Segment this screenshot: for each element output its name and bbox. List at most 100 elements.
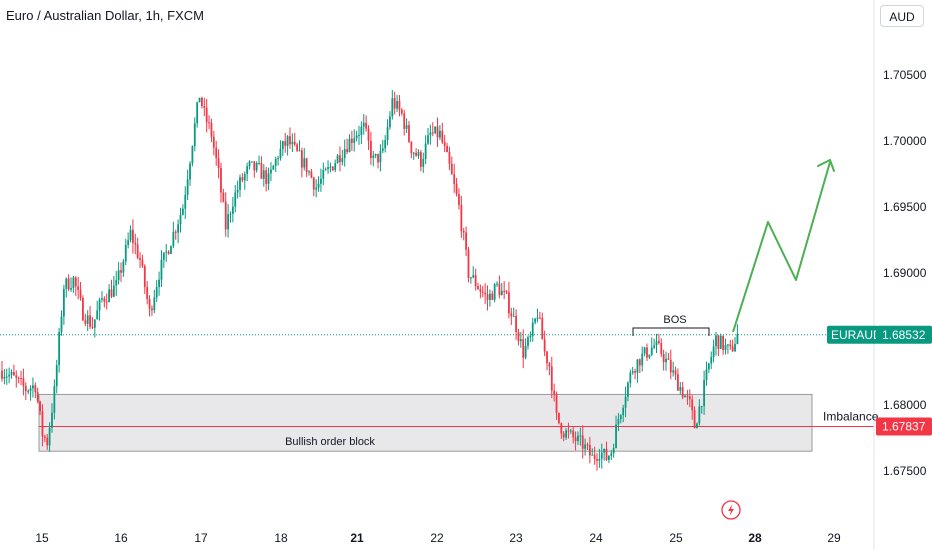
candle: [205, 98, 208, 133]
candle: [277, 155, 279, 166]
candle: [62, 284, 65, 325]
candle: [405, 118, 408, 134]
candle: [629, 369, 632, 388]
candle: [412, 151, 415, 160]
candle: [58, 327, 61, 373]
candle: [439, 125, 441, 140]
candle: [162, 252, 165, 268]
candle: [308, 169, 310, 176]
candle: [353, 129, 356, 152]
candle: [174, 229, 177, 240]
candle: [153, 289, 156, 314]
candle: [279, 140, 282, 161]
candle: [669, 349, 672, 380]
bos-bracket[interactable]: [632, 327, 710, 336]
order-block-price-value: 1.67837: [882, 420, 926, 434]
candle: [32, 377, 34, 398]
candle: [665, 351, 667, 371]
candle: [112, 275, 115, 298]
candle: [55, 359, 58, 394]
candle: [712, 339, 715, 363]
candle: [117, 262, 120, 285]
candle: [115, 271, 118, 296]
candle: [681, 381, 684, 400]
candle: [367, 125, 370, 151]
price-tick-label: 1.69500: [883, 200, 927, 214]
candle: [717, 334, 720, 356]
time-tick-label: 25: [669, 531, 683, 545]
candle: [10, 369, 13, 379]
candle: [348, 134, 351, 153]
candle: [143, 264, 146, 295]
candle: [503, 281, 506, 300]
candle: [158, 271, 160, 296]
price-axis[interactable]: 1.70500 1.70000 1.69500 1.69000 1.68000 1.675…: [883, 68, 927, 478]
candle: [372, 150, 375, 167]
candle: [186, 169, 189, 201]
candle: [610, 449, 613, 461]
candle: [465, 226, 467, 257]
candle: [215, 140, 218, 166]
candle: [236, 180, 239, 199]
candle: [191, 145, 194, 167]
candle: [643, 346, 646, 357]
candle: [415, 148, 418, 157]
candle: [374, 153, 377, 159]
chart-title: Euro / Australian Dollar, 1h, FXCM: [6, 8, 204, 23]
candle: [674, 366, 677, 381]
candle: [79, 281, 82, 301]
candle: [548, 361, 551, 376]
candle: [43, 434, 46, 443]
candle: [519, 331, 522, 348]
candle: [3, 369, 6, 385]
price-tick-label: 1.70500: [883, 68, 927, 82]
candle: [234, 185, 237, 213]
candle: [350, 130, 353, 151]
candle: [400, 108, 403, 116]
candle: [160, 250, 163, 287]
time-tick-label: 17: [194, 531, 208, 545]
arrow-head-icon: [817, 158, 835, 172]
candle: [101, 291, 103, 303]
candle: [603, 448, 606, 461]
events-icon[interactable]: [721, 500, 741, 520]
candle: [727, 344, 729, 354]
candle: [453, 163, 456, 193]
candle: [574, 431, 577, 451]
time-axis[interactable]: 15 16 17 18 21 22 23 24 25 28 29: [35, 531, 841, 545]
candle: [515, 309, 517, 340]
candle: [655, 334, 658, 353]
candle: [201, 96, 203, 109]
currency-button[interactable]: AUD: [880, 5, 924, 27]
projection-arrow[interactable]: [732, 161, 831, 333]
candle: [139, 252, 141, 268]
candle: [724, 338, 727, 355]
candle: [384, 135, 387, 153]
candle: [108, 284, 110, 303]
bullish-order-block-label: Bullish order block: [285, 436, 375, 448]
candle: [410, 141, 413, 159]
candle: [317, 176, 320, 192]
candle: [731, 339, 734, 353]
candle: [172, 221, 175, 249]
candle: [446, 142, 448, 153]
candle: [498, 275, 501, 299]
candle: [677, 368, 679, 391]
candle: [89, 306, 91, 330]
candle: [431, 122, 434, 137]
candle: [65, 277, 68, 298]
candle: [46, 433, 49, 450]
candle: [443, 134, 446, 153]
candle: [320, 168, 322, 192]
time-tick-label: 16: [114, 531, 128, 545]
candle: [82, 295, 84, 322]
candle: [719, 333, 722, 349]
candle: [339, 146, 341, 172]
candle: [341, 150, 344, 166]
candle: [477, 282, 479, 290]
candle: [491, 290, 494, 301]
candle: [229, 211, 232, 223]
candle: [255, 161, 258, 173]
order-block-zone[interactable]: [38, 393, 813, 452]
